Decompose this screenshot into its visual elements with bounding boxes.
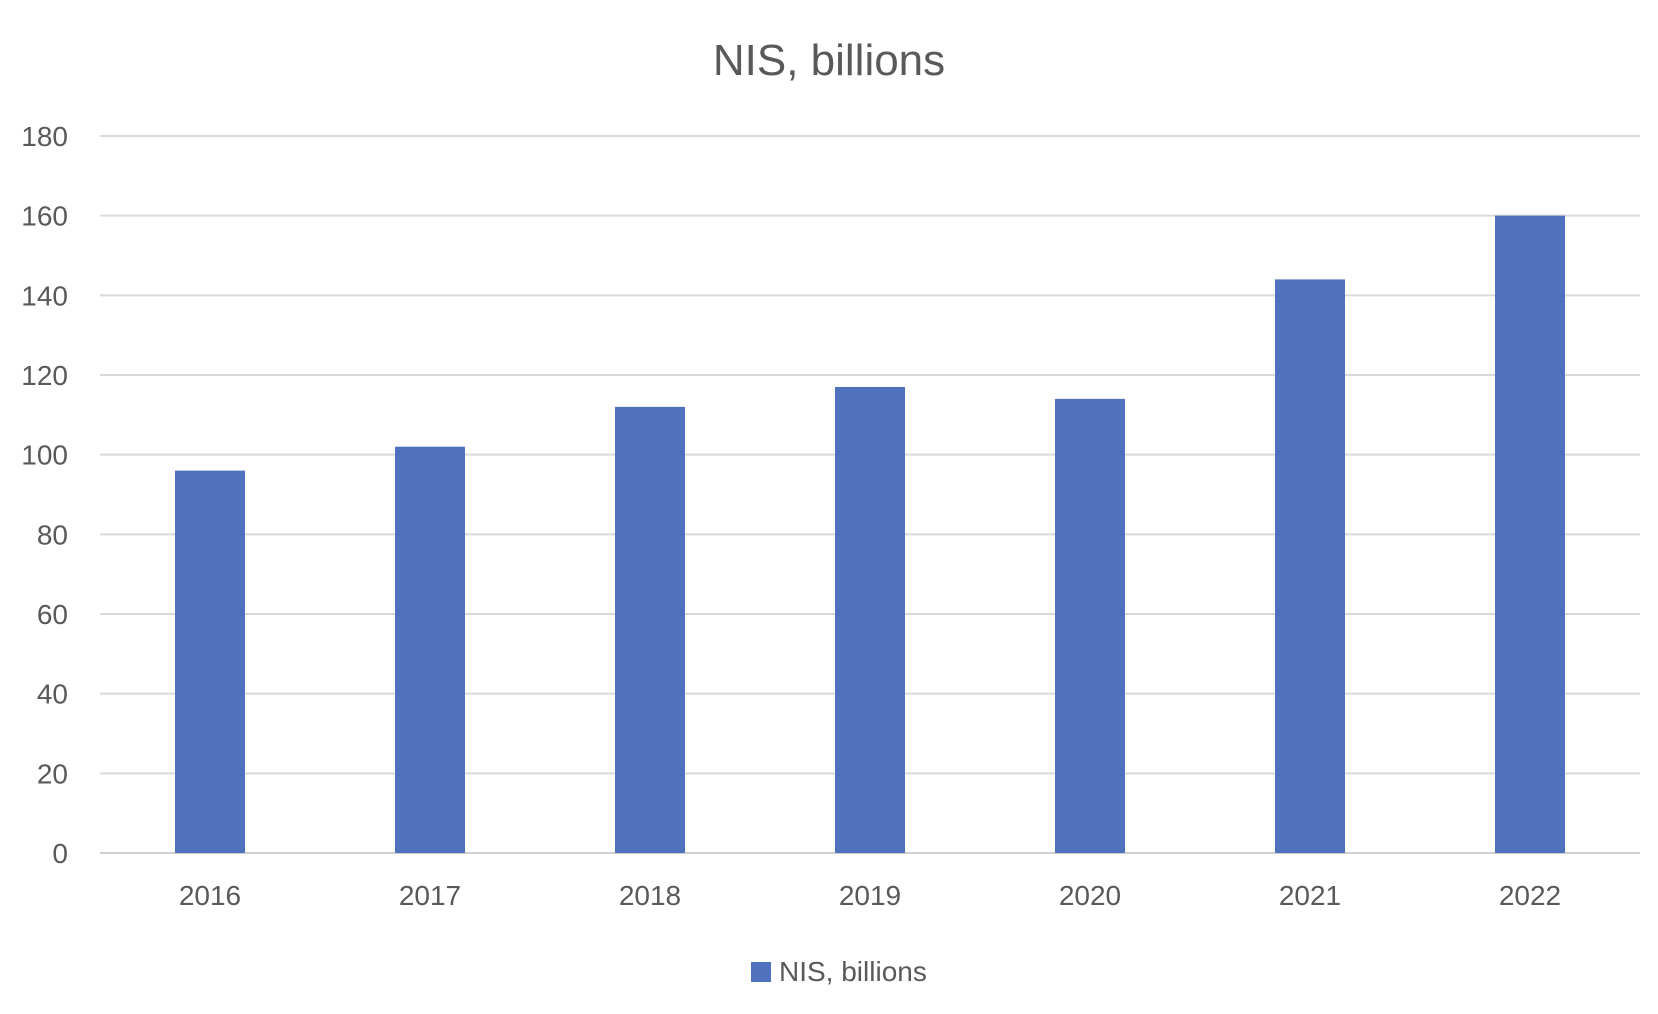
x-tick-label: 2018 bbox=[619, 880, 681, 911]
y-tick-label: 0 bbox=[52, 838, 68, 869]
chart-title: NIS, billions bbox=[713, 36, 945, 85]
x-tick-label: 2016 bbox=[179, 880, 241, 911]
y-tick-label: 60 bbox=[37, 599, 68, 630]
bars bbox=[175, 215, 1565, 853]
bar-2016 bbox=[175, 470, 245, 853]
x-tick-label: 2019 bbox=[839, 880, 901, 911]
bar-2021 bbox=[1275, 279, 1345, 853]
y-tick-label: 120 bbox=[21, 360, 68, 391]
x-tick-label: 2017 bbox=[399, 880, 461, 911]
y-axis-tick-labels: 0 20 40 60 80 100 120 140 160 180 bbox=[21, 121, 68, 869]
y-tick-label: 180 bbox=[21, 121, 68, 152]
legend-swatch bbox=[751, 962, 771, 982]
y-tick-label: 40 bbox=[37, 679, 68, 710]
legend-label: NIS, billions bbox=[779, 956, 927, 987]
y-tick-label: 100 bbox=[21, 440, 68, 471]
x-axis-tick-labels: 2016 2017 2018 2019 2020 2021 2022 bbox=[179, 880, 1561, 911]
x-tick-label: 2020 bbox=[1059, 880, 1121, 911]
x-tick-label: 2022 bbox=[1499, 880, 1561, 911]
bar-2020 bbox=[1055, 398, 1125, 853]
y-tick-label: 140 bbox=[21, 280, 68, 311]
bar-2017 bbox=[395, 446, 465, 853]
legend: NIS, billions bbox=[751, 956, 927, 987]
bar-2019 bbox=[835, 386, 905, 853]
y-tick-label: 160 bbox=[21, 201, 68, 232]
y-tick-label: 20 bbox=[37, 758, 68, 789]
y-tick-label: 80 bbox=[37, 519, 68, 550]
x-tick-label: 2021 bbox=[1279, 880, 1341, 911]
bar-2022 bbox=[1495, 215, 1565, 853]
bar-2018 bbox=[615, 406, 685, 853]
